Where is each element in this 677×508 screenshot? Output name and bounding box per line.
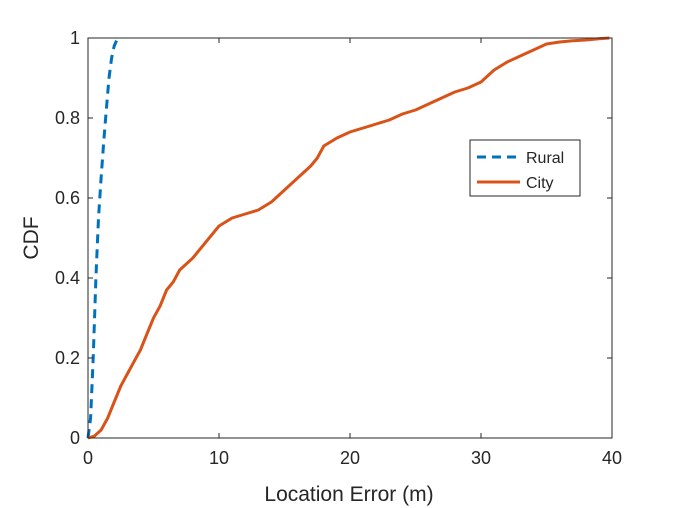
legend-label-rural: Rural (526, 150, 564, 167)
x-tick-label: 40 (602, 448, 622, 468)
series-line-rural (86, 39, 119, 439)
x-tick-label: 30 (471, 448, 491, 468)
legend-box (469, 139, 581, 197)
series-line-city (87, 36, 610, 440)
x-tick-label: 0 (83, 448, 93, 468)
y-tick-label: 0.2 (55, 348, 80, 368)
y-tick-label: 0.6 (55, 188, 80, 208)
y-tick-label: 0.4 (55, 268, 80, 288)
y-axis-title: CDF (20, 216, 43, 259)
y-tick-label: 0.8 (55, 108, 80, 128)
x-axis-title: Location Error (m) (264, 483, 433, 506)
legend-label-city: City (526, 175, 554, 192)
y-tick-label: 0 (70, 428, 80, 448)
legend: Rural City (469, 139, 581, 197)
y-tick-label: 1 (70, 28, 80, 48)
x-tick-label: 20 (340, 448, 360, 468)
axis-ticks: 0 10 20 30 40 0 0.2 0.4 0.6 0.8 1 (55, 28, 622, 468)
x-tick-label: 10 (209, 448, 229, 468)
